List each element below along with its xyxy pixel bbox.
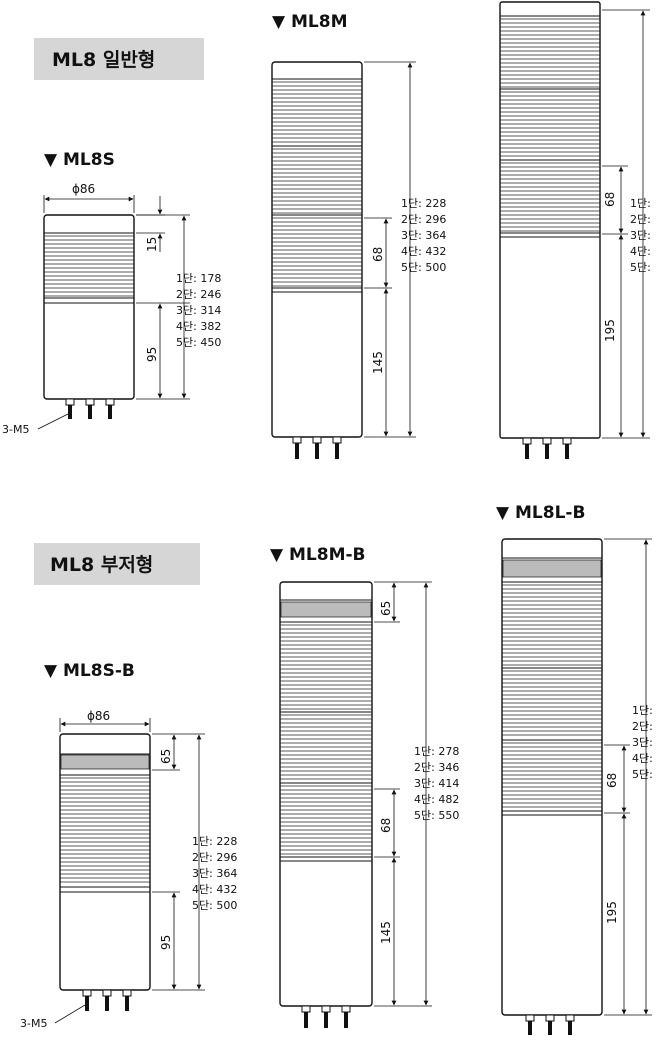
tower-ml8mb: 65 68 145 1단: 278 2단: 346 3단: 414 4단: 48…: [279, 581, 459, 1028]
dim-68: 68: [379, 818, 393, 833]
tower-ml8sb: ϕ86 65 95 1단: 228 2단: 296 3단: 364 4단: 43…: [20, 709, 237, 1030]
svg-text:2단:: 2단:: [630, 213, 651, 226]
title-ml8sb: ▼ ML8S-B: [44, 661, 135, 681]
svg-text:4단: 482: 4단: 482: [414, 793, 459, 806]
dim-145: 145: [379, 921, 393, 944]
svg-text:4단: 382: 4단: 382: [176, 320, 221, 333]
dim-95: 95: [145, 347, 159, 362]
dim-68: 68: [371, 247, 385, 262]
svg-text:2단: 296: 2단: 296: [401, 213, 446, 226]
dim-145: 145: [371, 351, 385, 374]
svg-text:1단:: 1단:: [630, 197, 651, 210]
terminal-bolts: [292, 436, 342, 459]
mount-label: 3-M5: [2, 423, 29, 436]
svg-text:1단: 228: 1단: 228: [401, 197, 446, 210]
buzzer-grille: [502, 559, 602, 578]
svg-text:5단: 450: 5단: 450: [176, 336, 221, 349]
svg-text:3단:: 3단:: [632, 736, 653, 749]
mount-label: 3-M5: [20, 1017, 47, 1030]
svg-text:5단: 500: 5단: 500: [192, 899, 237, 912]
svg-text:5단: 500: 5단: 500: [401, 261, 446, 274]
tower-ml8m: 68 145 1단: 228 2단: 296 3단: 364 4단: 432 5…: [271, 61, 446, 459]
terminal-bolts: [301, 1005, 351, 1028]
dim-195: 195: [603, 319, 617, 342]
svg-text:ML8 일반형: ML8 일반형: [52, 49, 155, 71]
svg-text:2단: 296: 2단: 296: [192, 851, 237, 864]
title-ml8mb: ▼ ML8M-B: [270, 545, 366, 565]
height-list-ml8l: 1단: 2단: 3단: 4단: 5단:: [630, 197, 651, 274]
svg-text:2단:: 2단:: [632, 720, 653, 733]
svg-text:1단: 178: 1단: 178: [176, 272, 221, 285]
terminal-bolts: [525, 1014, 575, 1035]
svg-text:3단: 364: 3단: 364: [401, 229, 446, 242]
dim-65: 65: [159, 749, 173, 764]
title-ml8lb: ▼ ML8L-B: [496, 503, 585, 523]
diameter-label: ϕ86: [87, 709, 110, 723]
section-badge-general: ML8 일반형: [34, 38, 204, 80]
svg-text:3단: 414: 3단: 414: [414, 777, 459, 790]
height-list-ml8s: 1단: 178 2단: 246 3단: 314 4단: 382 5단: 450: [176, 272, 221, 349]
svg-text:1단: 278: 1단: 278: [414, 745, 459, 758]
svg-text:4단: 432: 4단: 432: [401, 245, 446, 258]
dim-195: 195: [605, 901, 619, 924]
dim-95: 95: [159, 935, 173, 950]
buzzer-grille: [60, 754, 150, 770]
terminal-bolts: [65, 398, 115, 419]
dim-68: 68: [603, 192, 617, 207]
height-list-ml8m: 1단: 228 2단: 296 3단: 364 4단: 432 5단: 500: [401, 197, 446, 274]
tower-ml8s: ϕ86 15 95 1단: 178 2단: 246 3단: 314 4단: 38…: [2, 182, 221, 436]
svg-text:2단: 246: 2단: 246: [176, 288, 221, 301]
svg-text:3단: 314: 3단: 314: [176, 304, 221, 317]
height-list-ml8lb: 1단: 2단: 3단: 4단: 5단:: [632, 704, 653, 781]
svg-text:ML8 부저형: ML8 부저형: [50, 554, 153, 576]
buzzer-grille: [280, 601, 372, 618]
svg-text:5단:: 5단:: [632, 768, 653, 781]
svg-text:4단:: 4단:: [630, 245, 651, 258]
terminal-bolts: [82, 989, 132, 1011]
dim-15: 15: [145, 237, 159, 252]
section-badge-buzzer: ML8 부저형: [34, 543, 200, 585]
terminal-bolts: [522, 437, 572, 459]
svg-text:1단: 228: 1단: 228: [192, 835, 237, 848]
svg-text:4단: 432: 4단: 432: [192, 883, 237, 896]
svg-text:3단:: 3단:: [630, 229, 651, 242]
svg-text:3단: 364: 3단: 364: [192, 867, 237, 880]
tower-ml8l: 68 195 1단: 2단: 3단: 4단: 5단:: [499, 1, 651, 459]
height-list-ml8mb: 1단: 278 2단: 346 3단: 414 4단: 482 5단: 550: [414, 745, 459, 822]
svg-text:5단:: 5단:: [630, 261, 651, 274]
diameter-label: ϕ86: [72, 182, 95, 196]
height-list-ml8sb: 1단: 228 2단: 296 3단: 364 4단: 432 5단: 500: [192, 835, 237, 912]
svg-text:1단:: 1단:: [632, 704, 653, 717]
tower-ml8lb: 68 195 1단: 2단: 3단: 4단: 5단:: [501, 538, 653, 1035]
dim-68: 68: [605, 773, 619, 788]
title-ml8m: ▼ ML8M: [272, 12, 348, 32]
dim-65: 65: [379, 601, 393, 616]
svg-text:4단:: 4단:: [632, 752, 653, 765]
svg-text:2단: 346: 2단: 346: [414, 761, 459, 774]
title-ml8s: ▼ ML8S: [44, 150, 115, 170]
svg-text:5단: 550: 5단: 550: [414, 809, 459, 822]
